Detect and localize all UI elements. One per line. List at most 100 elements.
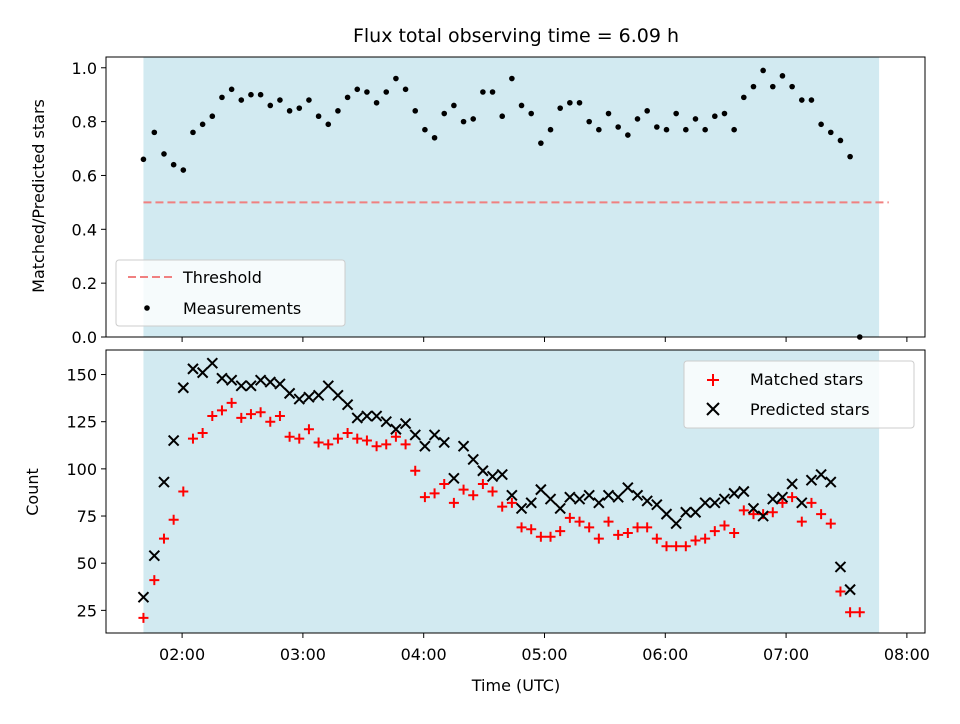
measurement-point — [837, 137, 844, 144]
predicted-star-point — [448, 472, 460, 485]
matched-star-point — [845, 607, 856, 618]
predicted-star-point — [699, 497, 711, 509]
predicted-star-point — [399, 417, 412, 430]
measurement-point — [798, 97, 805, 103]
matched-star-point — [158, 533, 169, 544]
matched-star-point — [468, 490, 479, 501]
matched-star-point — [448, 497, 459, 508]
measurement-point — [625, 132, 631, 138]
predicted-star-point — [670, 517, 682, 530]
measurement-point — [596, 126, 602, 133]
measurement-point — [209, 113, 216, 120]
measurement-point — [373, 99, 380, 106]
measurement-point — [257, 91, 264, 98]
measurement-point — [576, 99, 583, 106]
bot-y-tick-label: 25 — [77, 601, 97, 620]
predicted-star-point — [293, 393, 305, 405]
matched-star-point — [284, 431, 295, 442]
matched-star-point — [168, 514, 179, 525]
predicted-star-point — [641, 495, 653, 507]
predicted-star-point — [438, 436, 450, 449]
matched-star-point — [642, 522, 653, 533]
measurement-point — [499, 113, 506, 120]
predicted-star-point — [264, 376, 276, 388]
predicted-star-point — [709, 497, 721, 509]
predicted-star-point — [612, 491, 624, 503]
matched-star-point — [516, 522, 527, 533]
predicted-star-point — [583, 489, 595, 501]
measurement-point — [769, 83, 776, 90]
measurement-point — [431, 134, 438, 141]
measurement-point — [509, 75, 515, 82]
top-y-tick-label: 0.6 — [72, 166, 97, 185]
matched-star-point — [777, 497, 788, 508]
measurement-point — [460, 118, 467, 125]
predicted-star-point — [554, 502, 566, 515]
measurement-point — [538, 140, 544, 146]
matched-star-point — [497, 501, 508, 512]
matched-star-point — [178, 486, 189, 497]
bot-x-tick-label: 06:00 — [642, 645, 688, 664]
bottom-panel: 25 50 75 100 125 150 02:00 03:00 04:00 05:00 06:00… — [23, 349, 930, 695]
predicted-star-point — [351, 412, 363, 424]
measurement-point — [296, 105, 303, 111]
predicted-star-point — [718, 493, 731, 505]
predicted-star-point — [322, 380, 334, 392]
predicted-star-point — [593, 497, 605, 509]
matched-star-point — [332, 433, 343, 444]
predicted-star-point — [805, 474, 818, 486]
top-y-tick-label: 1.0 — [72, 59, 97, 78]
predicted-star-point — [544, 493, 557, 505]
matched-star-point — [593, 533, 604, 544]
measurement-point — [140, 156, 147, 163]
predicted-star-point — [660, 508, 673, 520]
predicted-star-point — [225, 374, 238, 386]
matched-star-point — [564, 512, 575, 523]
matched-star-point — [410, 465, 421, 476]
predicted-star-point — [254, 374, 267, 386]
bottom-legend-box — [683, 360, 915, 429]
measurement-point — [422, 126, 428, 133]
measurement-point — [615, 124, 621, 130]
bot-y-tick-label: 100 — [66, 460, 97, 479]
predicted-star-point — [187, 363, 199, 375]
measurement-point — [808, 97, 815, 103]
matched-star-point — [535, 531, 546, 542]
predicted-star-point — [602, 489, 615, 501]
measurement-point — [315, 113, 322, 120]
bot-y-tick-label: 75 — [77, 507, 97, 526]
bot-x-tick-label: 07:00 — [763, 645, 809, 664]
measurement-point — [335, 108, 341, 114]
matched-star-point — [526, 524, 537, 535]
matched-star-point — [294, 433, 305, 444]
matched-star-point — [458, 484, 469, 495]
measurement-point — [605, 110, 612, 117]
measurement-point — [741, 94, 747, 101]
matched-star-point — [758, 509, 769, 520]
matched-star-point — [236, 412, 247, 423]
measurement-point — [586, 118, 592, 125]
measurement-point — [190, 129, 196, 136]
measurement-point — [760, 67, 766, 74]
measurement-point — [219, 94, 225, 101]
matched-star-point — [274, 411, 285, 422]
measurement-point — [847, 153, 853, 160]
measurement-point — [277, 97, 283, 103]
measurement-point — [354, 86, 361, 93]
predicted-star-point — [844, 583, 856, 596]
predicted-star-point — [815, 468, 827, 481]
bot-x-tick-label: 05:00 — [521, 645, 567, 664]
predicted-star-point — [332, 389, 344, 401]
bottom-legend: Matched stars Predicted stars — [683, 360, 915, 429]
measurement-point — [518, 102, 525, 109]
predicted-star-point — [680, 506, 692, 518]
matched-star-point — [690, 535, 701, 546]
predicted-star-point — [196, 366, 209, 379]
measurement-point — [306, 97, 312, 103]
matched-star-point — [216, 405, 227, 416]
legend-matched-label: Matched stars — [750, 370, 863, 389]
bot-x-tick-label: 02:00 — [159, 645, 205, 664]
predicted-star-point — [312, 389, 325, 401]
predicted-star-point — [486, 470, 499, 483]
